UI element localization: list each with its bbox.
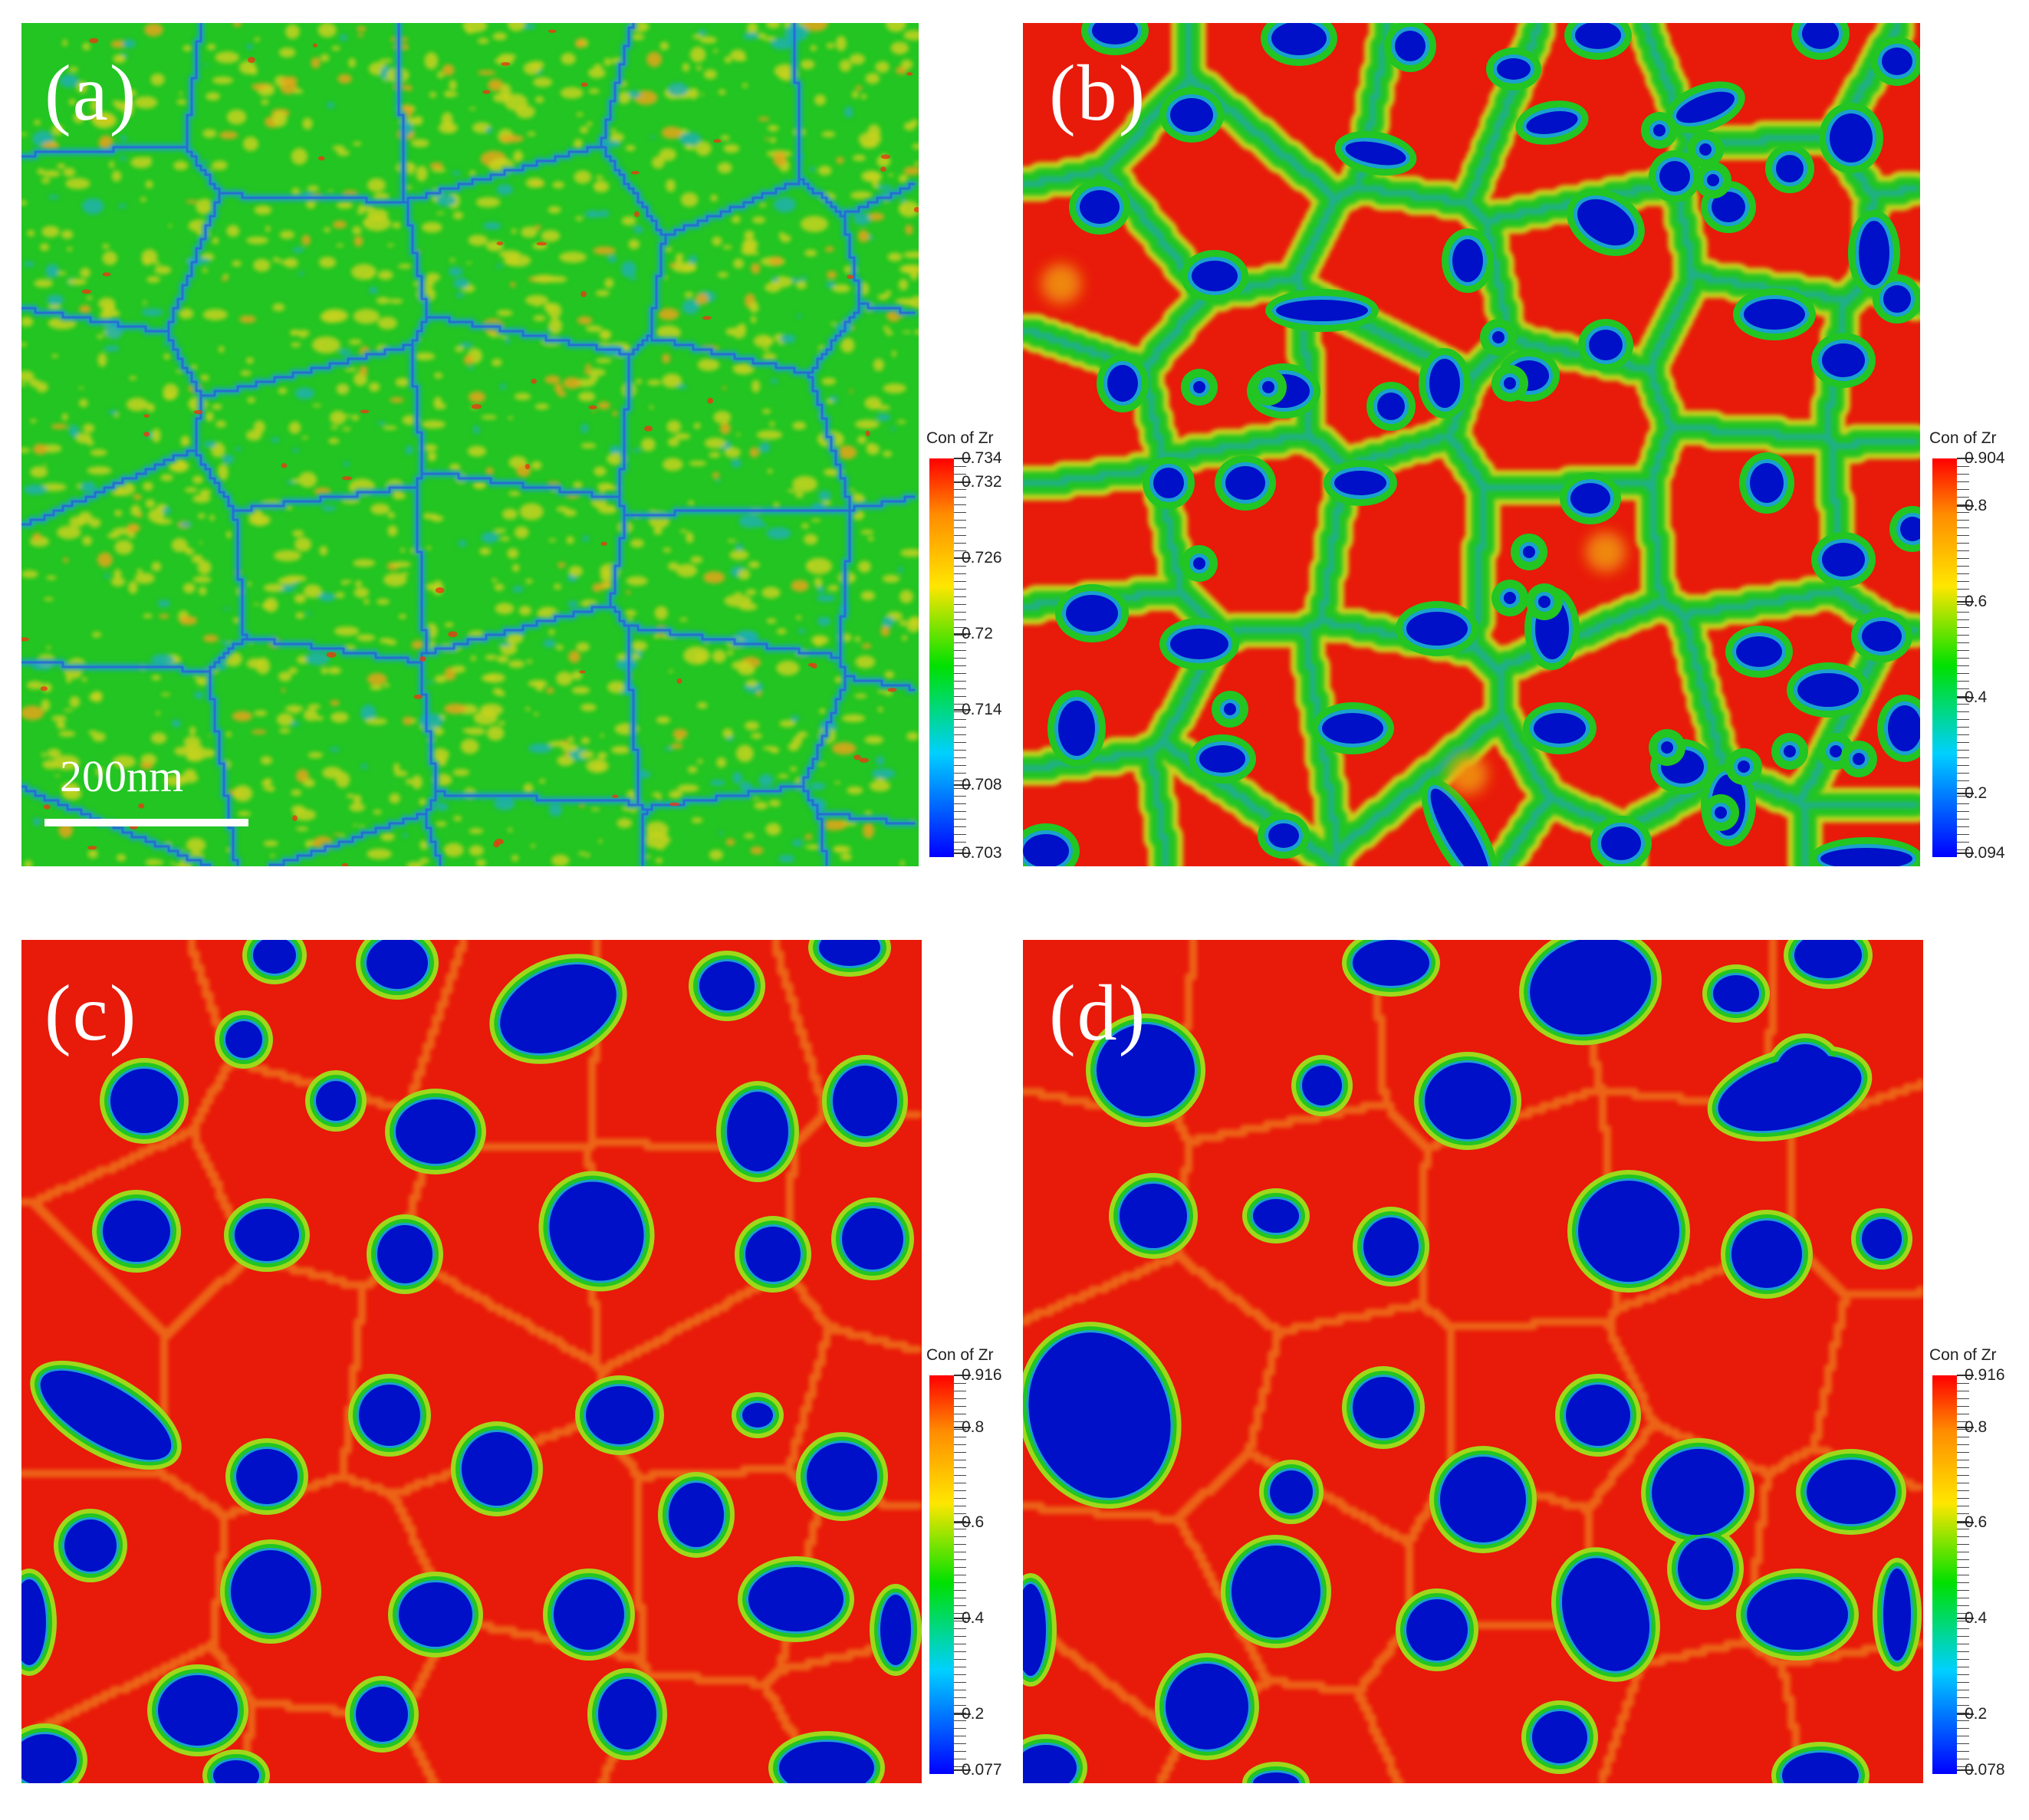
colorbar-tick — [954, 708, 971, 711]
colorbar-tick-label: 0.8 — [1965, 1418, 1988, 1436]
panel-c: (c) Con of Zr 0.916 0.8 0.6 0.4 0.2 0.077 — [0, 912, 1012, 1799]
colorbar-tick-label: 0.703 — [962, 843, 1002, 862]
colorbar-tick — [954, 458, 971, 459]
legend-title-c: Con of Zr — [926, 1346, 994, 1364]
colorbar-tick-label: 0.2 — [962, 1705, 985, 1723]
legend-title-b: Con of Zr — [1929, 429, 1997, 447]
concentration-field-d — [1023, 940, 1923, 1783]
colorbar-tick — [954, 1769, 971, 1771]
colorbar-tick — [1957, 1522, 1974, 1524]
panel-label-b: (b) — [1049, 49, 1147, 137]
colorbar-tick-label: 0.094 — [1965, 843, 2005, 862]
colorbar-tick — [954, 1522, 971, 1524]
panel-label-c: (c) — [44, 969, 138, 1057]
colorbar-tick-label: 0.904 — [1965, 449, 2005, 467]
colorbar-tick — [1957, 505, 1974, 508]
colorbar-tick-label: 0.916 — [962, 1366, 1002, 1384]
colorbar-tick-label: 0.6 — [1965, 593, 1988, 611]
legend-d: Con of Zr 0.916 0.8 0.6 0.4 0.2 0.078 — [1929, 1346, 2024, 1820]
legend-title-a: Con of Zr — [926, 429, 994, 447]
scale-bar — [44, 819, 248, 826]
colorbar-tick — [954, 1713, 971, 1715]
colorbar-tick — [1957, 601, 1974, 603]
panel-d: (d) Con of Zr 0.916 0.8 0.6 0.4 0.2 0.078 — [1012, 912, 2029, 1799]
scale-bar-label: 200nm — [60, 751, 184, 801]
colorbar-tick-label: 0.6 — [1965, 1513, 1988, 1532]
panel-a: (a) 200nm Con of Zr 0.734 0.732 0.726 0.72 0… — [0, 0, 1012, 889]
colorbar-tick-label: 0.8 — [962, 1418, 985, 1436]
concentration-field-b — [1023, 23, 1920, 866]
colorbar-tick-label: 0.916 — [1965, 1366, 2005, 1384]
colorbar-tick-label: 0.726 — [962, 549, 1002, 567]
colorbar-tick — [954, 1618, 971, 1620]
colorbar-tick-label: 0.72 — [962, 624, 993, 642]
legend-b: Con of Zr 0.904 0.8 0.6 0.4 0.2 0.094 — [1929, 429, 2024, 903]
colorbar-a — [929, 458, 954, 857]
colorbar-tick-label: 0.6 — [962, 1513, 985, 1532]
concentration-field-a — [21, 23, 919, 866]
colorbar-tick — [1957, 1375, 1974, 1376]
panel-b: (b) Con of Zr 0.904 0.8 0.6 0.4 0.2 0.094 — [1012, 0, 2029, 889]
concentration-field-c — [21, 940, 922, 1783]
colorbar-tick-label: 0.734 — [962, 449, 1002, 467]
colorbar-tick — [954, 784, 971, 787]
colorbar-tick — [954, 557, 971, 559]
colorbar-tick-label: 0.4 — [962, 1609, 985, 1628]
legend-c: Con of Zr 0.916 0.8 0.6 0.4 0.2 0.077 — [926, 1346, 1021, 1820]
colorbar-d — [1932, 1375, 1957, 1774]
field-image-c — [21, 940, 922, 1783]
colorbar-tick-label: 0.708 — [962, 776, 1002, 794]
colorbar-tick — [954, 481, 971, 484]
legend-a: Con of Zr 0.734 0.732 0.726 0.72 0.714 0.708 0… — [926, 429, 1021, 903]
colorbar-tick — [1957, 792, 1974, 794]
colorbar-c — [929, 1375, 954, 1774]
colorbar-tick-label: 0.4 — [1965, 1609, 1988, 1628]
colorbar-tick — [1957, 1618, 1974, 1620]
field-image-b — [1023, 23, 1920, 866]
colorbar-tick-label: 0.078 — [1965, 1760, 2005, 1779]
field-image-d — [1023, 940, 1923, 1783]
colorbar-tick-label: 0.2 — [1965, 784, 1988, 802]
field-image-a — [21, 23, 919, 866]
colorbar-tick — [954, 1426, 971, 1428]
colorbar-tick-label: 0.8 — [1965, 497, 1988, 515]
colorbar-tick — [954, 1375, 971, 1376]
colorbar-tick — [954, 852, 971, 854]
panel-label-a: (a) — [44, 49, 138, 137]
colorbar-tick — [1957, 1769, 1974, 1771]
colorbar-tick-label: 0.077 — [962, 1760, 1002, 1779]
colorbar-tick-label: 0.732 — [962, 473, 1002, 491]
colorbar-tick-label: 0.714 — [962, 700, 1002, 718]
legend-title-d: Con of Zr — [1929, 1346, 1997, 1364]
colorbar-tick-label: 0.4 — [1965, 688, 1988, 706]
colorbar-tick — [1957, 458, 1974, 459]
panel-label-d: (d) — [1049, 969, 1147, 1057]
colorbar-tick — [1957, 1426, 1974, 1428]
colorbar-tick — [954, 632, 971, 635]
colorbar-tick — [1957, 852, 1974, 854]
colorbar-tick — [1957, 1713, 1974, 1715]
colorbar-tick — [1957, 697, 1974, 698]
colorbar-b — [1932, 458, 1957, 857]
colorbar-tick-label: 0.2 — [1965, 1705, 1988, 1723]
